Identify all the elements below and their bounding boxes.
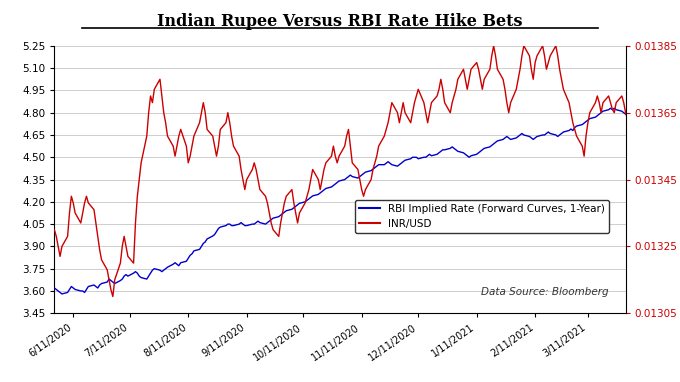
Text: Data Source: Bloomberg: Data Source: Bloomberg [481, 287, 609, 297]
Legend: RBI Implied Rate (Forward Curves, 1-Year), INR/USD: RBI Implied Rate (Forward Curves, 1-Year… [354, 200, 609, 233]
Text: Indian Rupee Versus RBI Rate Hike Bets: Indian Rupee Versus RBI Rate Hike Bets [157, 13, 523, 31]
